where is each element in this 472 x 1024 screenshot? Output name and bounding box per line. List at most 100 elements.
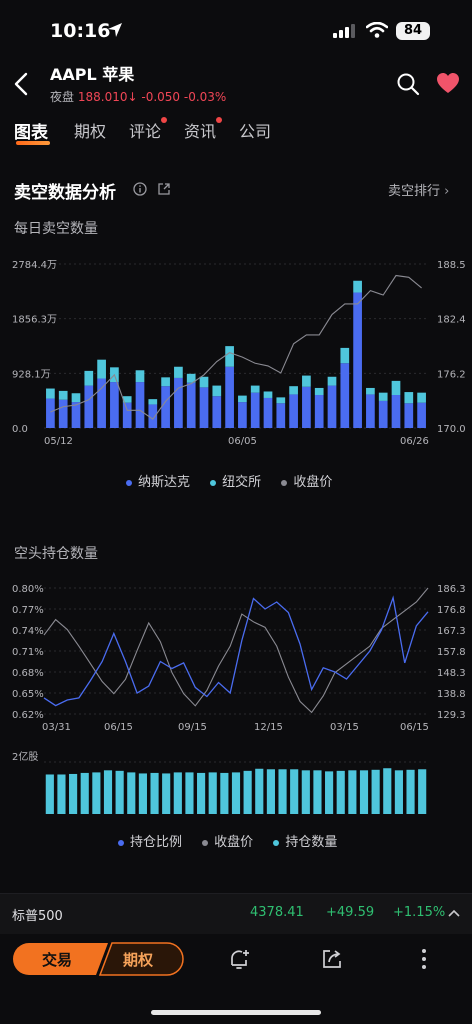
nasdaq-bar	[225, 366, 234, 428]
chart2-legend: 持仓比例 收盘价 持仓数量	[118, 831, 337, 850]
nasdaq-bar	[327, 385, 337, 428]
home-indicator	[151, 1010, 321, 1015]
y-tick-label: 0.71%	[12, 647, 44, 658]
tab-options[interactable]: 期权	[74, 122, 107, 141]
trade-options-buttons: 交易 期权	[12, 942, 184, 976]
session-label: 夜盘	[50, 90, 75, 104]
nyse-bar	[122, 396, 132, 403]
nyse-bar	[212, 385, 222, 397]
nasdaq-bar	[186, 382, 196, 428]
nasdaq-bar	[148, 404, 158, 428]
tab-news[interactable]: 资讯	[184, 117, 222, 142]
nyse-bar	[327, 376, 337, 386]
short-quantity-bar	[278, 769, 287, 814]
share-icon[interactable]	[157, 182, 171, 196]
nyse-bar	[199, 376, 209, 388]
short-quantity-bar	[185, 772, 194, 814]
y-tick-label: 0.68%	[12, 668, 44, 679]
quantity-legend-swatch	[273, 839, 280, 846]
nasdaq-bar	[212, 396, 222, 428]
comments-unread-dot	[161, 117, 167, 123]
trade-button[interactable]: 交易	[42, 951, 73, 969]
y-tick-label: 928.1万	[12, 369, 51, 380]
nasdaq-bar	[366, 394, 375, 428]
nyse-bar	[84, 370, 94, 386]
nasdaq-bar	[199, 387, 209, 428]
info-icon[interactable]	[133, 182, 147, 196]
wifi-icon	[366, 22, 388, 38]
nyse-bar	[314, 387, 324, 396]
cellular-signal-icon	[333, 24, 355, 38]
x-tick-label: 05/12	[44, 436, 73, 447]
chevron-up-icon[interactable]	[448, 908, 460, 918]
x-tick-label: 06/26	[400, 436, 429, 447]
short-quantity-bar	[383, 768, 392, 814]
close2-legend-swatch	[202, 839, 209, 846]
x-tick-label: 06/05	[228, 436, 257, 447]
nyse-bar	[404, 392, 414, 404]
short-quantity-bar	[301, 770, 310, 814]
nyse-bar	[58, 390, 68, 400]
search-icon[interactable]	[396, 72, 420, 96]
index-name: 标普500	[12, 909, 63, 924]
nasdaq-bar	[84, 385, 94, 428]
index-ticker-bar[interactable]	[0, 894, 472, 934]
price-alert-bell-icon[interactable]	[228, 948, 250, 972]
y-tick-label: 0.80%	[12, 584, 44, 595]
location-arrow-icon	[108, 23, 122, 37]
x-tick-label: 06/15	[400, 722, 429, 733]
nasdaq-bar	[161, 386, 170, 428]
short-quantity-bar	[313, 770, 322, 814]
y2-tick-label: 176.2	[437, 369, 466, 380]
short-ranking-link[interactable]: 卖空排行 ›	[388, 184, 450, 199]
short-quantity-bar	[138, 773, 147, 814]
short-quantity-bar	[103, 770, 113, 814]
nyse-bar	[174, 366, 183, 378]
tab-chart[interactable]: 图表	[14, 123, 50, 145]
chart1-legend: 纳斯达克 纽交所 收盘价	[126, 471, 332, 490]
tab-comments[interactable]: 评论	[129, 117, 167, 142]
x-tick-label: 12/15	[254, 722, 283, 733]
short-quantity-bar	[394, 770, 403, 814]
nasdaq-bar	[46, 398, 55, 428]
y2-tick-label: 129.3	[437, 710, 466, 721]
nyse-bar	[238, 395, 247, 403]
index-change: +49.59	[326, 905, 375, 920]
nyse-bar	[71, 393, 81, 403]
y2-tick-label: 186.3	[437, 584, 466, 595]
back-chevron-icon[interactable]	[10, 70, 34, 98]
legend-ratio: 持仓比例	[118, 835, 182, 850]
nasdaq-bar	[135, 382, 145, 428]
y2-tick-label: 182.4	[437, 315, 466, 326]
y2-tick-label: 188.5	[437, 260, 466, 271]
short-quantity-bar	[255, 768, 264, 814]
section-title: 卖空数据分析	[14, 183, 116, 203]
short-quantity-bar	[220, 772, 229, 814]
more-vertical-icon[interactable]	[420, 948, 428, 970]
short-quantity-bar	[173, 772, 182, 814]
close-price-line	[50, 274, 422, 420]
tab-company[interactable]: 公司	[239, 122, 272, 141]
short-quantity-bar	[127, 772, 136, 814]
y2-tick-label: 170.0	[437, 424, 466, 435]
active-tab-indicator	[16, 141, 50, 145]
nasdaq-bar	[340, 363, 350, 428]
short-quantity-bar	[406, 769, 415, 814]
close-legend-swatch	[281, 479, 288, 486]
status-time: 10:16	[50, 20, 111, 42]
nasdaq-bar	[238, 402, 247, 428]
nasdaq-bar	[276, 403, 286, 428]
short-quantity-bar	[208, 772, 217, 814]
favorite-heart-icon[interactable]	[436, 72, 460, 94]
nasdaq-bar	[391, 395, 401, 428]
bar-axis-label: 2亿股	[12, 752, 39, 763]
options-button[interactable]: 期权	[123, 951, 154, 969]
short-interest-line-chart: 0.80% 186.3 0.77% 176.8 0.74% 167.3 0.71% 157.8…	[12, 584, 466, 733]
nyse-bar	[353, 280, 362, 293]
short-quantity-bar	[150, 772, 159, 814]
share-export-icon[interactable]	[321, 948, 343, 970]
index-change-pct: +1.15%	[393, 905, 446, 920]
nyse-bar	[225, 346, 234, 367]
tab-bar: 图表 期权 评论 资讯 公司	[14, 117, 472, 148]
divider	[0, 893, 472, 894]
